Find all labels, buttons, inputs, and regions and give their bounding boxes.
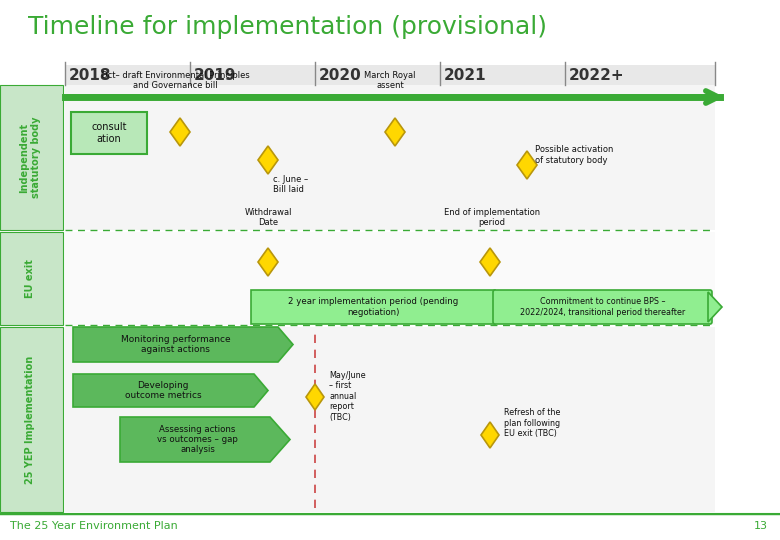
FancyBboxPatch shape bbox=[65, 85, 715, 230]
Text: End of implementation
period: End of implementation period bbox=[444, 207, 540, 227]
Polygon shape bbox=[517, 151, 537, 179]
Polygon shape bbox=[385, 118, 405, 146]
FancyBboxPatch shape bbox=[493, 290, 712, 324]
Text: EU exit: EU exit bbox=[25, 259, 35, 298]
Polygon shape bbox=[73, 374, 268, 407]
Text: 2021: 2021 bbox=[444, 68, 487, 83]
Text: Refresh of the
plan following
EU exit (TBC): Refresh of the plan following EU exit (T… bbox=[504, 408, 560, 438]
Text: 2022+: 2022+ bbox=[569, 68, 625, 83]
Text: c. June –
Bill laid: c. June – Bill laid bbox=[273, 175, 308, 194]
FancyBboxPatch shape bbox=[0, 327, 63, 512]
Text: May/June
– first
annual
report
(TBC): May/June – first annual report (TBC) bbox=[329, 371, 366, 422]
Text: The 25 Year Environment Plan: The 25 Year Environment Plan bbox=[10, 521, 178, 531]
Text: 2020: 2020 bbox=[319, 68, 362, 83]
FancyBboxPatch shape bbox=[71, 112, 147, 154]
Polygon shape bbox=[481, 422, 499, 448]
Text: 2019: 2019 bbox=[194, 68, 236, 83]
Polygon shape bbox=[258, 146, 278, 174]
Polygon shape bbox=[73, 327, 293, 362]
Polygon shape bbox=[480, 248, 500, 276]
Text: March Royal
assent: March Royal assent bbox=[364, 71, 416, 90]
FancyBboxPatch shape bbox=[65, 327, 715, 512]
Text: Assessing actions
vs outcomes – gap
analysis: Assessing actions vs outcomes – gap anal… bbox=[157, 424, 238, 454]
Text: Independent
statutory body: Independent statutory body bbox=[20, 117, 41, 198]
Text: Possible activation
of statutory body: Possible activation of statutory body bbox=[535, 145, 613, 165]
FancyBboxPatch shape bbox=[65, 232, 715, 325]
FancyBboxPatch shape bbox=[0, 85, 63, 230]
FancyBboxPatch shape bbox=[251, 290, 495, 324]
Text: Commitment to continue BPS –
2022/2024, transitional period thereafter: Commitment to continue BPS – 2022/2024, … bbox=[520, 298, 685, 316]
Text: Timeline for implementation (provisional): Timeline for implementation (provisional… bbox=[28, 15, 547, 39]
Text: 2018: 2018 bbox=[69, 68, 112, 83]
Text: Oct– draft Environmental Principles
and Governance bill: Oct– draft Environmental Principles and … bbox=[101, 71, 250, 90]
Text: Monitoring performance
against actions: Monitoring performance against actions bbox=[121, 335, 230, 354]
Polygon shape bbox=[258, 248, 278, 276]
Text: consult
ation: consult ation bbox=[91, 122, 126, 144]
Polygon shape bbox=[306, 384, 324, 410]
Polygon shape bbox=[708, 292, 722, 322]
FancyBboxPatch shape bbox=[65, 65, 715, 85]
Text: Developing
outcome metrics: Developing outcome metrics bbox=[125, 381, 201, 400]
Text: 2 year implementation period (pending
negotiation): 2 year implementation period (pending ne… bbox=[288, 298, 458, 316]
Text: 13: 13 bbox=[754, 521, 768, 531]
Text: 25 YEP Implementation: 25 YEP Implementation bbox=[25, 355, 35, 484]
Text: Withdrawal
Date: Withdrawal Date bbox=[244, 207, 292, 227]
Polygon shape bbox=[170, 118, 190, 146]
Polygon shape bbox=[120, 417, 290, 462]
FancyBboxPatch shape bbox=[0, 232, 63, 325]
